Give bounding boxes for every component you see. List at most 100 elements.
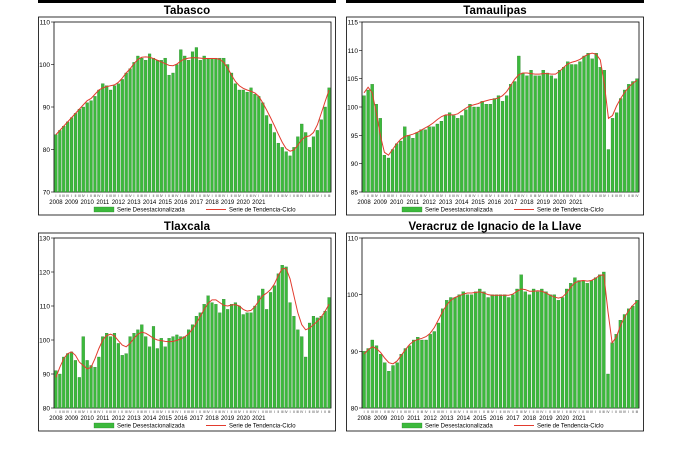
- quarter-tick-label: II: [153, 410, 155, 414]
- quarter-tick-label: II: [566, 410, 568, 414]
- bar: [171, 72, 175, 193]
- year-label: 2014: [143, 416, 157, 422]
- bar: [419, 129, 423, 193]
- year-label: 2014: [457, 416, 471, 422]
- quarter-tick-label: III: [388, 410, 391, 414]
- bar: [416, 337, 420, 409]
- quarter-tick-label: III: [566, 194, 569, 198]
- chart-title: Veracruz de Ignacio de la Llave: [408, 221, 582, 233]
- year-label: 2013: [439, 200, 453, 206]
- quarter-tick-label: II: [309, 410, 311, 414]
- quarter-tick-label: I: [258, 410, 259, 414]
- bar: [206, 295, 210, 409]
- quarter-tick-label: IV: [300, 194, 304, 198]
- quarter-tick-label: III: [487, 410, 490, 414]
- quarter-tick-label: III: [94, 194, 97, 198]
- quarter-tick-label: I: [56, 410, 57, 414]
- quarter-tick-label: I: [575, 194, 576, 198]
- year-label: 2014: [143, 200, 157, 206]
- quarter-tick-label: III: [203, 410, 206, 414]
- bar: [517, 55, 521, 193]
- bar: [144, 60, 148, 193]
- y-tick-label: 70: [43, 190, 51, 197]
- quarter-tick-label: II: [324, 410, 326, 414]
- year-label: 2021: [572, 416, 586, 422]
- quarter-tick-label: IV: [207, 194, 211, 198]
- bar: [557, 70, 562, 193]
- quarter-tick-label: I: [479, 410, 480, 414]
- year-label: 2015: [159, 200, 173, 206]
- bar: [627, 308, 631, 409]
- quarter-tick-label: IV: [316, 410, 320, 414]
- quarter-tick-label: IV: [253, 194, 257, 198]
- bar: [214, 57, 218, 193]
- bar: [237, 89, 241, 193]
- quarter-tick-label: II: [168, 410, 170, 414]
- bar: [128, 68, 132, 193]
- quarter-tick-label: IV: [160, 410, 164, 414]
- bar: [132, 62, 136, 193]
- bar: [424, 339, 428, 409]
- quarter-tick-label: III: [156, 194, 159, 198]
- y-tick-label: 90: [43, 372, 51, 379]
- bar: [370, 339, 374, 409]
- quarter-tick-label: IV: [82, 410, 86, 414]
- bar: [465, 294, 470, 409]
- outer-frame: [346, 232, 644, 432]
- quarter-tick-label: III: [586, 410, 589, 414]
- year-label: 2017: [506, 416, 520, 422]
- bar: [531, 288, 536, 409]
- quarter-tick-label: II: [384, 410, 386, 414]
- quarter-tick-label: II: [309, 194, 311, 198]
- bar: [403, 126, 407, 193]
- bar: [66, 121, 70, 193]
- bar: [540, 288, 544, 409]
- legend-bar-label: Serie Desestacionalizada: [425, 424, 493, 430]
- bar: [120, 355, 124, 409]
- bar: [383, 362, 387, 409]
- quarter-tick-label: IV: [66, 194, 70, 198]
- quarter-tick-label: I: [227, 410, 228, 414]
- quarter-tick-label: II: [599, 410, 601, 414]
- bar: [323, 310, 327, 409]
- quarter-tick-label: II: [514, 194, 516, 198]
- quarter-tick-label: II: [246, 194, 248, 198]
- bar: [319, 316, 323, 409]
- bar: [253, 94, 257, 193]
- bar: [175, 334, 179, 409]
- year-label: 2020: [237, 200, 251, 206]
- bar: [472, 106, 476, 193]
- bar: [105, 85, 109, 193]
- bar: [428, 334, 432, 409]
- quarter-tick-label: I: [592, 194, 593, 198]
- year-label: 2019: [221, 200, 235, 206]
- bar: [109, 336, 113, 409]
- quarter-tick-label: II: [231, 194, 233, 198]
- quarter-tick-label: IV: [441, 410, 445, 414]
- quarter-tick-label: I: [559, 194, 560, 198]
- quarter-tick-label: I: [429, 194, 430, 198]
- quarter-tick-label: I: [364, 194, 365, 198]
- y-tick-label: 85: [351, 190, 359, 197]
- bar: [619, 98, 623, 193]
- bar: [261, 102, 265, 193]
- quarter-tick-label: I: [305, 194, 306, 198]
- bar: [194, 47, 198, 193]
- bar: [460, 115, 464, 193]
- quarter-tick-label: III: [470, 410, 473, 414]
- bar: [387, 371, 391, 409]
- year-label: 2009: [374, 200, 388, 206]
- bar: [245, 312, 249, 409]
- quarter-tick-label: I: [321, 410, 322, 414]
- top-frame-line: [38, 0, 336, 3]
- bar: [233, 83, 237, 193]
- bar: [179, 49, 183, 193]
- year-label: 2019: [537, 200, 551, 206]
- y-tick-label: 100: [39, 338, 50, 345]
- year-label: 2009: [65, 200, 79, 206]
- bar: [292, 316, 296, 409]
- bar: [395, 143, 399, 193]
- bar: [105, 333, 109, 409]
- quarter-tick-label: IV: [554, 194, 558, 198]
